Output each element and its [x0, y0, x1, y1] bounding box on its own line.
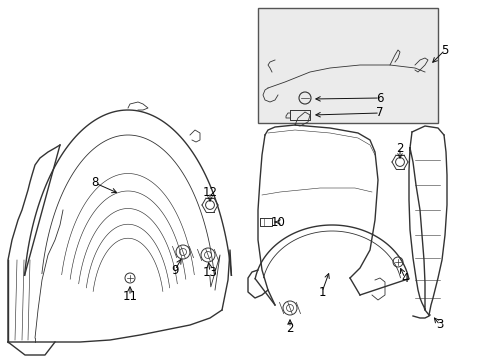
FancyBboxPatch shape: [258, 8, 437, 123]
Text: 11: 11: [122, 289, 137, 302]
Text: 13: 13: [202, 266, 217, 279]
Text: 3: 3: [435, 319, 443, 332]
Text: 1: 1: [318, 285, 325, 298]
Text: 2: 2: [395, 141, 403, 154]
Text: 2: 2: [285, 321, 293, 334]
Text: 7: 7: [375, 107, 383, 120]
Text: 4: 4: [401, 271, 408, 284]
Text: 5: 5: [440, 44, 448, 57]
Text: 10: 10: [270, 216, 285, 229]
Text: 6: 6: [375, 91, 383, 104]
Text: 8: 8: [91, 176, 99, 189]
Text: 12: 12: [202, 185, 217, 198]
Text: 9: 9: [171, 264, 179, 276]
